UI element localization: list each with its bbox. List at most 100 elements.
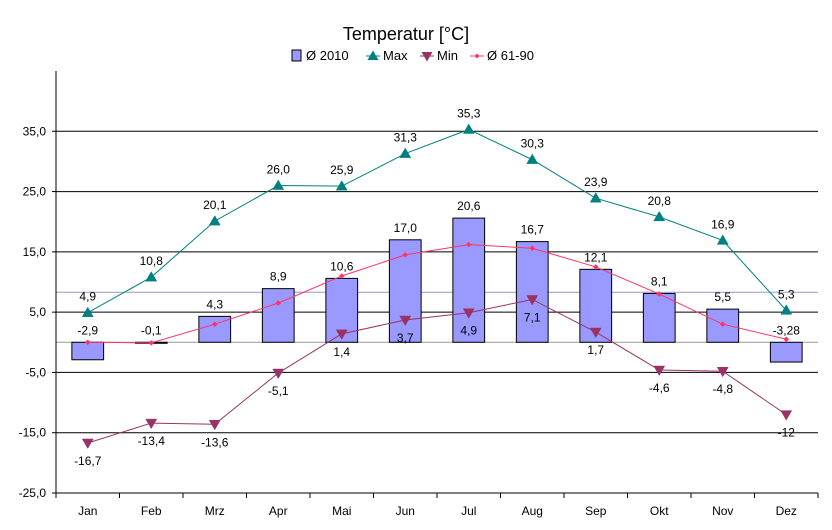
bar <box>642 292 676 343</box>
x-tick-label: Mrz <box>205 504 225 518</box>
data-point <box>780 304 793 315</box>
data-point <box>653 365 666 377</box>
x-tick-label: Jun <box>396 504 415 518</box>
chart-title: Temperatur [°C] <box>343 24 469 44</box>
max-label: 30,3 <box>521 137 545 151</box>
line-series <box>81 123 793 449</box>
legend-item: Max <box>366 48 408 63</box>
y-tick-label: -5,0 <box>25 365 46 379</box>
max-label: 16,9 <box>711 217 735 231</box>
y-tick-label: 15,0 <box>23 245 47 259</box>
min-label: -16,7 <box>74 454 102 468</box>
series-line <box>87 298 787 444</box>
min-label: -4,8 <box>712 382 733 396</box>
data-point <box>716 366 729 378</box>
x-tick-label: Apr <box>269 504 288 518</box>
legend-item: Min <box>420 48 458 63</box>
y-tick-label: -15,0 <box>19 426 47 440</box>
data-point <box>526 295 539 306</box>
data-point <box>335 180 348 191</box>
data-point <box>145 418 158 430</box>
data-point <box>81 306 94 317</box>
bar <box>579 268 613 343</box>
data-point <box>783 336 790 343</box>
data-point <box>335 329 348 340</box>
data-point <box>275 300 282 306</box>
data-point <box>656 291 663 297</box>
bar <box>452 217 486 343</box>
min-label: -5,1 <box>268 384 289 398</box>
bar <box>261 288 295 343</box>
x-tick-label: Okt <box>650 504 669 518</box>
data-point <box>148 340 155 346</box>
max-label: 25,9 <box>330 163 354 177</box>
max-label: 35,3 <box>457 106 481 120</box>
data-point <box>589 327 602 339</box>
x-tick-label: Aug <box>522 504 543 518</box>
bar <box>769 341 803 363</box>
data-point <box>592 264 599 270</box>
legend-marker <box>367 50 379 60</box>
data-point <box>272 368 285 380</box>
bar-label: 8,9 <box>270 270 287 284</box>
x-axis: Jan Feb Mrz Apr Mai Jun Jul Aug Sep Okt Nov Dez <box>55 492 819 518</box>
data-point <box>338 273 345 279</box>
legend: Ø 2010 Max Min Ø 61-90 <box>291 48 534 63</box>
x-tick-label: Dez <box>776 504 797 518</box>
bar-label: 10,6 <box>330 259 354 273</box>
max-label: 23,9 <box>584 175 608 189</box>
max-label: 20,1 <box>203 198 227 212</box>
max-label: 4,9 <box>79 290 96 304</box>
data-point <box>145 271 158 282</box>
data-point <box>399 147 412 158</box>
bar-label: 8,1 <box>651 274 668 288</box>
x-tick-label: Jul <box>461 504 476 518</box>
data-point <box>780 410 793 421</box>
bar <box>515 241 549 343</box>
legend-item: Ø 61-90 <box>470 48 534 63</box>
bar-label: 12,1 <box>584 250 608 264</box>
data-point <box>462 308 475 319</box>
x-tick-label: Nov <box>712 504 733 518</box>
data-point <box>716 234 729 245</box>
legend-label: Min <box>437 48 458 63</box>
legend-swatch <box>291 49 302 62</box>
data-point <box>653 210 666 222</box>
bar-label: 20,6 <box>457 199 481 213</box>
min-label: 3,7 <box>397 331 414 345</box>
bar-label: 16,7 <box>521 223 545 237</box>
grid-lines <box>56 130 818 494</box>
max-label: 26,0 <box>267 163 291 177</box>
data-point <box>529 245 536 252</box>
y-tick-label: 5,0 <box>29 305 46 319</box>
data-point <box>84 339 91 346</box>
data-labels: -2,9 -0,1 4,3 8,9 10,6 17,0 20,6 16,7 12,1 8,1 5,5… <box>74 106 800 467</box>
legend-item: Ø 2010 <box>291 48 349 63</box>
bar-label: -0,1 <box>141 323 162 337</box>
x-tick-label: Feb <box>141 504 162 518</box>
legend-label: Ø 61-90 <box>487 48 534 63</box>
series-line <box>87 244 787 344</box>
bar-label: 5,5 <box>714 290 731 304</box>
y-tick-label: 25,0 <box>23 185 47 199</box>
data-point <box>719 321 726 328</box>
max-label: 31,3 <box>394 131 418 145</box>
min-label: 4,9 <box>460 324 477 338</box>
bar-label: -2,9 <box>77 323 98 337</box>
min-label: 1,4 <box>333 345 350 359</box>
bar-label: 4,3 <box>206 297 223 311</box>
data-point <box>589 192 602 203</box>
data-point <box>526 153 539 164</box>
min-label: -12 <box>778 426 796 440</box>
data-point <box>465 241 472 248</box>
min-label: 7,1 <box>524 310 541 324</box>
legend-marker <box>421 52 433 62</box>
bar-label: -3,28 <box>773 323 801 337</box>
max-label: 20,8 <box>648 194 672 208</box>
legend-marker <box>474 53 480 59</box>
legend-label: Ø 2010 <box>306 48 349 63</box>
data-point <box>402 252 409 258</box>
series-line <box>87 128 787 314</box>
data-point <box>81 438 94 449</box>
